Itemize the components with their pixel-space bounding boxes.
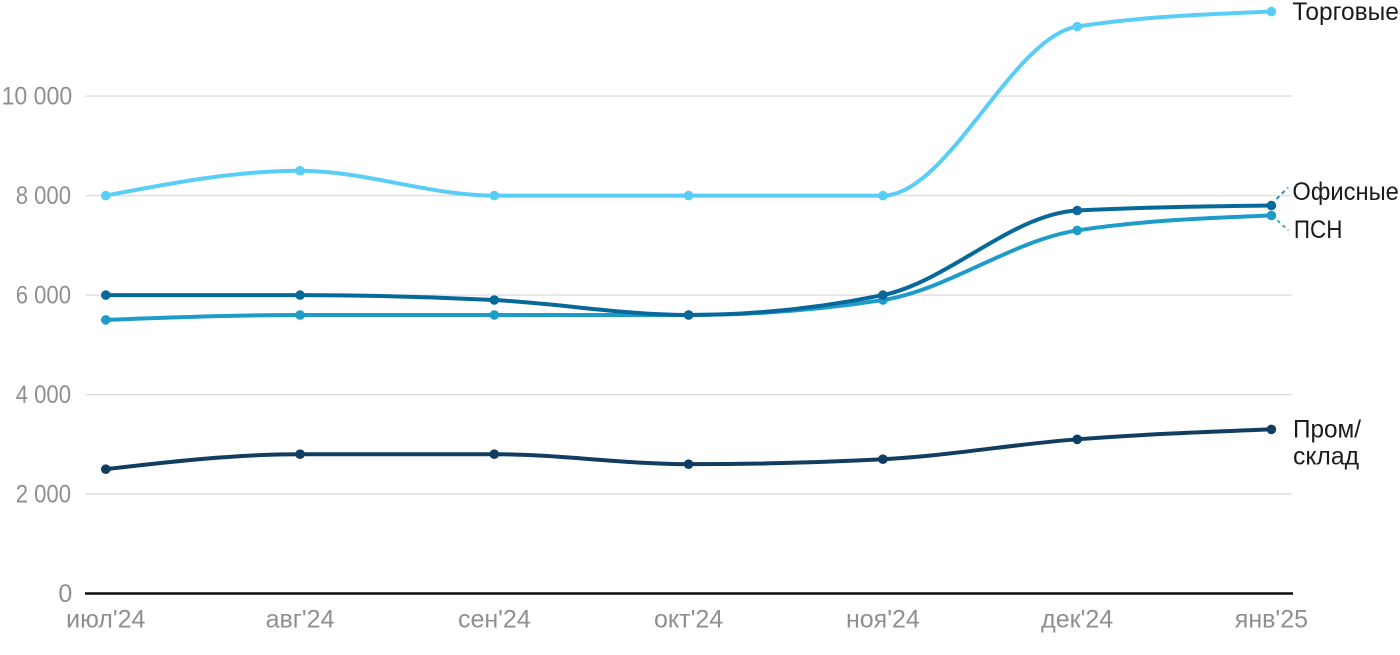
- svg-text:10 000: 10 000: [2, 83, 73, 111]
- svg-text:ПСН: ПСН: [1294, 216, 1343, 244]
- svg-text:0: 0: [58, 580, 72, 608]
- svg-text:авг'24: авг'24: [266, 606, 335, 634]
- svg-text:янв'25: янв'25: [1235, 606, 1308, 634]
- svg-text:дек'24: дек'24: [1041, 606, 1113, 634]
- svg-text:8 000: 8 000: [16, 182, 71, 210]
- svg-text:Пром/: Пром/: [1293, 416, 1361, 444]
- svg-text:6 000: 6 000: [16, 282, 71, 310]
- svg-text:июл'24: июл'24: [66, 606, 145, 634]
- svg-text:4 000: 4 000: [16, 381, 71, 409]
- svg-text:окт'24: окт'24: [654, 606, 723, 634]
- svg-text:склад: склад: [1293, 442, 1359, 470]
- svg-text:сен'24: сен'24: [458, 606, 531, 634]
- svg-text:Торговые: Торговые: [1292, 0, 1399, 26]
- svg-text:ноя'24: ноя'24: [846, 606, 920, 634]
- svg-text:2 000: 2 000: [16, 481, 71, 509]
- svg-text:Офисные: Офисные: [1292, 178, 1399, 206]
